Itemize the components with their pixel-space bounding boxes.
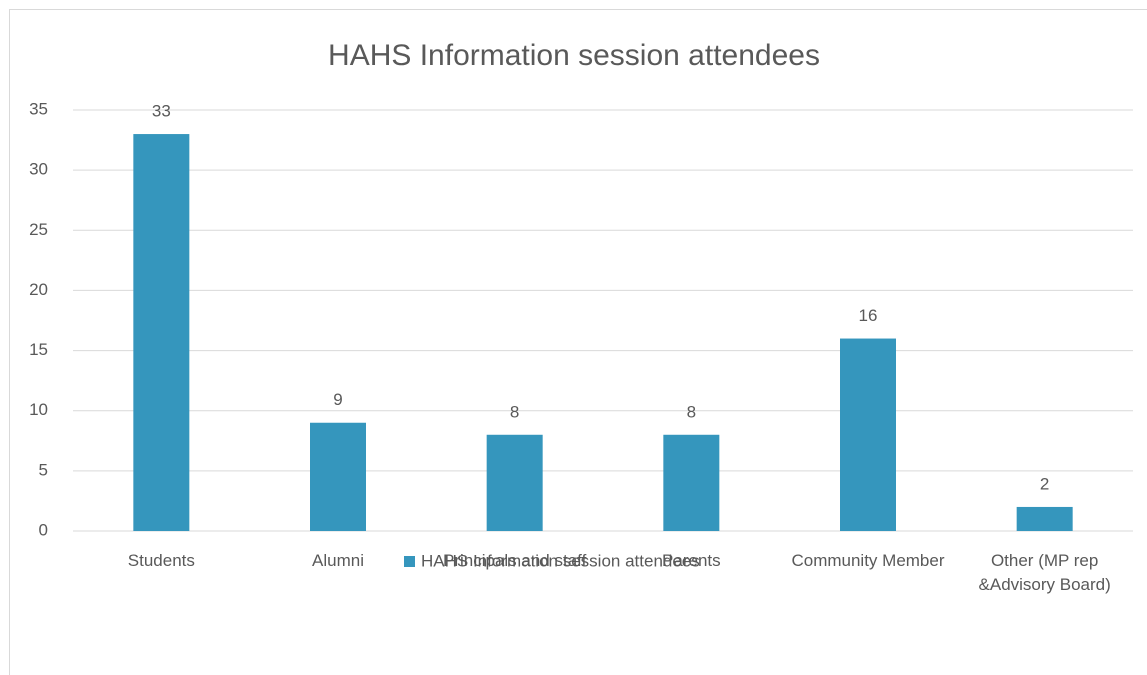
x-tick-label: Community Member <box>791 551 945 570</box>
legend-label: HAHS Information session attendees <box>421 551 700 570</box>
y-tick-label: 10 <box>29 400 48 419</box>
y-tick-label: 20 <box>29 280 48 299</box>
data-label: 2 <box>1040 474 1049 493</box>
bar <box>840 338 896 531</box>
bar <box>486 434 543 531</box>
bar <box>310 422 366 531</box>
data-label: 8 <box>510 402 519 421</box>
y-tick-label: 25 <box>29 220 48 239</box>
y-tick-label: 5 <box>39 460 48 479</box>
x-tick-label: Students <box>127 551 195 570</box>
data-label: 33 <box>152 102 171 121</box>
y-tick-label: 30 <box>29 160 48 179</box>
bar <box>1016 506 1073 531</box>
data-label: 16 <box>859 306 878 325</box>
data-label: 8 <box>687 402 696 421</box>
chart-border <box>9 9 1147 675</box>
x-tick-label: Other (MP rep &Advisory Board) <box>978 551 1111 594</box>
data-label: 9 <box>333 390 342 409</box>
bar <box>663 434 720 531</box>
y-tick-label: 0 <box>39 520 48 539</box>
x-tick-label: Parents <box>662 551 721 570</box>
x-tick-label: Alumni <box>312 551 364 570</box>
x-tick-label: Principals and staff <box>442 551 587 570</box>
y-tick-label: 35 <box>29 99 48 118</box>
legend-swatch <box>404 556 415 567</box>
y-tick-label: 15 <box>29 340 48 359</box>
chart-title: HAHS Information session attendees <box>328 39 820 72</box>
bar <box>133 134 190 532</box>
